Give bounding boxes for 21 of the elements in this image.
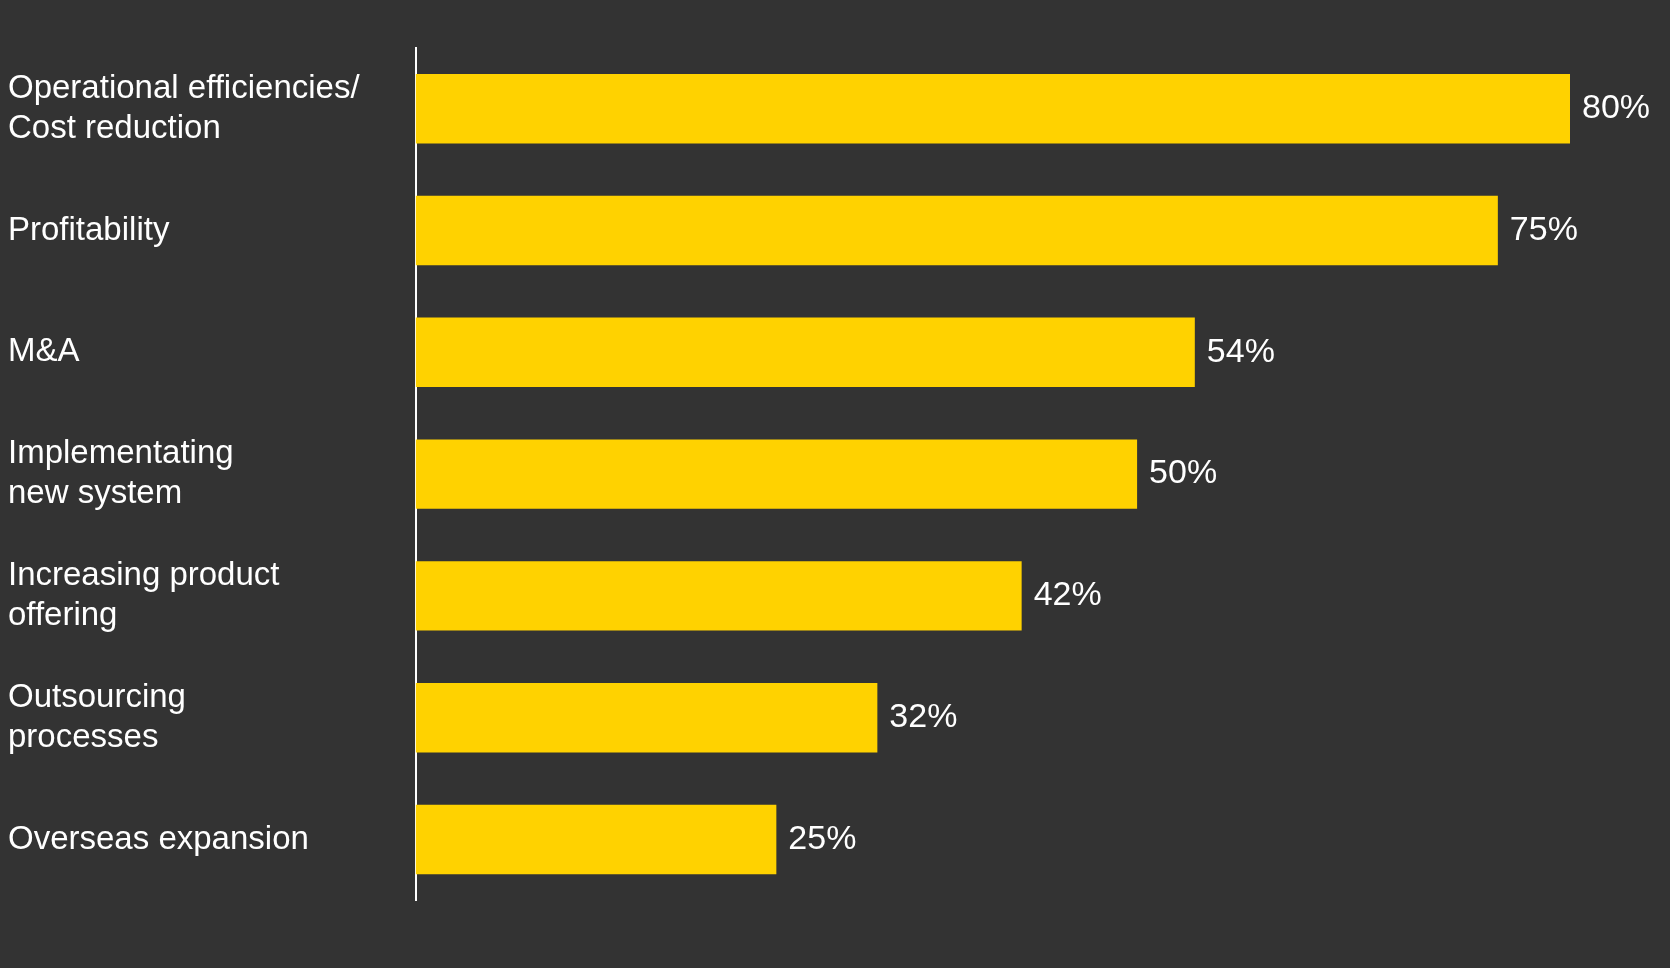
bar bbox=[415, 804, 777, 875]
y-tick-label: Overseas expansion bbox=[8, 818, 309, 856]
y-tick-label: M&A bbox=[8, 331, 80, 369]
bar bbox=[415, 73, 1570, 144]
data-label: 32% bbox=[889, 696, 958, 735]
data-label: 75% bbox=[1509, 208, 1578, 247]
bar bbox=[415, 561, 1022, 631]
y-tick-label: Increasing product offering bbox=[8, 555, 280, 632]
y-tick-label: Profitability bbox=[8, 209, 170, 247]
bar bbox=[415, 682, 878, 753]
y-tick-label: Outsourcing processes bbox=[8, 676, 186, 754]
data-label: 50% bbox=[1149, 452, 1218, 491]
data-label: 80% bbox=[1582, 87, 1651, 126]
y-tick-label: Implementating new system bbox=[8, 433, 243, 510]
bar bbox=[415, 195, 1498, 266]
bar bbox=[415, 317, 1195, 388]
data-label: 42% bbox=[1033, 574, 1102, 613]
bar bbox=[415, 439, 1138, 509]
data-label: 54% bbox=[1206, 330, 1275, 369]
data-label: 25% bbox=[788, 817, 857, 856]
y-tick-label: Operational efficiencies/ Cost reduction bbox=[8, 67, 361, 145]
